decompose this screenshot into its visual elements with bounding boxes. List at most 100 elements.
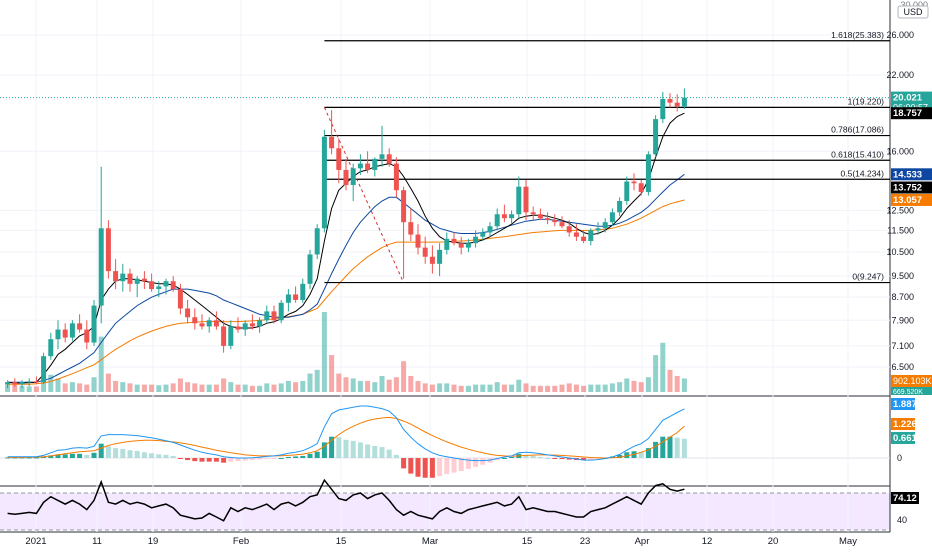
volume-bar — [307, 373, 313, 392]
candle — [48, 332, 54, 360]
volume-bar — [473, 384, 479, 392]
volume-tag-value: 902.103K — [893, 376, 932, 386]
top-price-label: 30.000 — [900, 0, 928, 10]
macd-histogram-bar — [264, 458, 270, 460]
volume-bar — [213, 384, 219, 392]
time-tick-label: Feb — [233, 536, 249, 547]
volume-bar — [401, 361, 407, 392]
candle-body — [530, 212, 536, 215]
candle — [624, 176, 630, 205]
macd-histogram-bar — [249, 458, 255, 461]
candle-body — [113, 271, 119, 282]
candle — [329, 110, 335, 155]
volume-bar — [573, 384, 579, 392]
volume-bar — [667, 369, 673, 392]
candle-body — [451, 238, 457, 244]
volume-bar — [206, 384, 212, 392]
macd-histogram-bar — [595, 458, 601, 460]
candle-body — [595, 228, 601, 231]
macd-histogram-bar — [343, 439, 349, 458]
candle — [33, 376, 39, 385]
candle-body — [242, 323, 248, 330]
candle — [185, 299, 191, 324]
volume-bar — [271, 384, 277, 392]
volume-bar — [163, 384, 169, 392]
candle — [55, 320, 61, 350]
macd-histogram-bar — [321, 442, 327, 458]
time-scale[interactable]: 2021 11 19 Feb 15 Mar 15 23 Apr 12 20 May — [25, 536, 857, 547]
candle — [595, 222, 601, 235]
macd-histogram-bar — [300, 455, 306, 458]
price-tag — [891, 168, 932, 181]
candle — [163, 278, 169, 295]
candle — [264, 305, 270, 324]
candle — [19, 380, 25, 389]
volume-bar — [537, 385, 543, 392]
volume-bar — [487, 384, 493, 392]
volume-tag-2-value: 669.520K — [893, 389, 923, 396]
volume-bar — [98, 336, 104, 392]
volume-bar — [674, 376, 680, 392]
volume-bar — [393, 377, 399, 392]
candle — [559, 216, 565, 229]
price-scale[interactable]: 26.000 22.000 16.000 12.500 11.500 10.500 9.50… — [886, 30, 932, 525]
macd-histogram-bar — [62, 454, 68, 458]
macd-indicator[interactable] — [0, 405, 890, 478]
price-tick-label: 26.000 — [886, 30, 914, 40]
fibonacci-retracement[interactable]: 1.618(25.383) 1(19.220) 0.786(17.086) 0.618… — [323, 30, 890, 284]
fib-level-label: 0.5(14.234) — [841, 168, 885, 178]
price-tick-label: 7.900 — [891, 315, 914, 325]
volume-bar — [653, 355, 659, 392]
volume-bar — [300, 380, 306, 392]
macd-histogram-bar — [379, 447, 385, 458]
volume-bar — [386, 379, 392, 392]
candle-body — [674, 102, 680, 107]
candle-body — [523, 186, 529, 213]
candle-body — [206, 320, 212, 327]
volume-bar — [105, 373, 111, 392]
volume-bar — [185, 382, 191, 392]
volume-bar — [429, 384, 435, 392]
time-tick-label: 19 — [148, 536, 159, 547]
macd-histogram-bar — [480, 458, 486, 465]
rsi-tag — [891, 492, 919, 504]
macd-histogram-bar — [235, 458, 241, 462]
candle — [336, 138, 342, 184]
macd-histogram-bar — [213, 458, 219, 462]
volume-bar — [177, 378, 183, 392]
candle-body — [437, 249, 443, 264]
candle — [458, 236, 464, 255]
rsi-indicator[interactable] — [0, 478, 890, 531]
macd-histogram-bar — [141, 452, 147, 458]
time-tick-label: 23 — [580, 536, 591, 547]
macd-histogram-bar — [271, 458, 277, 459]
volume-bar — [62, 383, 68, 392]
candle — [645, 151, 651, 196]
time-tick-label: 20 — [768, 536, 779, 547]
macd-histogram-bar — [523, 454, 529, 458]
currency-badge[interactable] — [897, 5, 929, 19]
macd-histogram-bar — [206, 458, 212, 462]
candlesticks[interactable] — [0, 88, 890, 389]
candle — [321, 129, 327, 233]
candle — [314, 224, 320, 260]
macd-histogram-bar — [307, 453, 313, 458]
candle-body — [581, 236, 587, 242]
candle — [206, 317, 212, 333]
candle-body — [285, 294, 291, 303]
volume-bar — [228, 382, 234, 392]
candle — [127, 268, 133, 292]
macd-histogram-bar — [509, 456, 515, 458]
candle — [69, 320, 75, 341]
macd-histogram-bar — [451, 458, 457, 473]
candle-body — [221, 326, 227, 346]
volume-bar — [588, 384, 594, 392]
macd-histogram-bar — [91, 452, 97, 458]
macd-histogram-bar — [667, 436, 673, 458]
candle-body — [617, 201, 623, 213]
macd-histogram-bar — [681, 438, 687, 458]
candle-body — [343, 169, 349, 185]
candle — [451, 232, 457, 246]
macd-histogram-bar — [660, 436, 666, 458]
